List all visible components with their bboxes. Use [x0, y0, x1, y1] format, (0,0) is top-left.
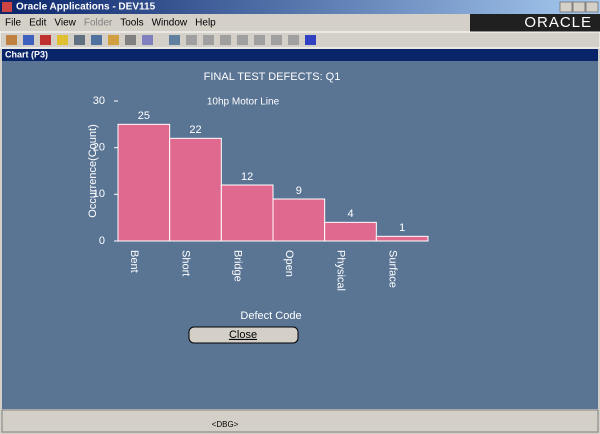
- menu-item[interactable]: Tools: [120, 18, 143, 29]
- maximize[interactable]: [572, 1, 586, 13]
- toolbar-icon[interactable]: [142, 35, 153, 45]
- bar: [117, 123, 171, 242]
- toolbar-icon[interactable]: [237, 35, 248, 45]
- chart-subtitle: 10hp Motor Line: [207, 97, 280, 108]
- toolbar-icon[interactable]: [254, 35, 265, 45]
- toolbar-icon[interactable]: [203, 35, 214, 45]
- menu-item[interactable]: View: [54, 18, 76, 29]
- toolbar-icon[interactable]: [57, 35, 68, 45]
- y-tick-label: 0: [99, 235, 105, 247]
- data-label: 12: [241, 171, 253, 183]
- x-tick-label: Surface: [386, 250, 398, 288]
- x-tick-label: Bent: [128, 250, 140, 273]
- bar: [375, 235, 429, 242]
- menu-item[interactable]: Window: [152, 18, 188, 29]
- toolbar-icon[interactable]: [220, 35, 231, 45]
- window-controls[interactable]: [559, 1, 599, 13]
- menu-item[interactable]: Edit: [29, 18, 46, 29]
- toolbar-icon[interactable]: [91, 35, 102, 45]
- status-text: <DBG>: [212, 420, 239, 429]
- bar: [272, 198, 326, 242]
- app-icon: [2, 2, 12, 12]
- toolbar-icon[interactable]: [186, 35, 197, 45]
- logo: ORACLE: [524, 14, 592, 31]
- title-bar: [0, 0, 600, 14]
- menu-item[interactable]: File: [5, 18, 22, 29]
- menu-item[interactable]: Help: [195, 18, 216, 29]
- bar: [220, 184, 274, 242]
- y-tick-label: 10: [93, 188, 105, 200]
- chart-window-title-bar: [2, 49, 598, 61]
- data-label: 4: [347, 208, 353, 220]
- data-label: 22: [189, 124, 201, 136]
- y-tick-label: 30: [93, 95, 105, 107]
- x-axis-label: Defect Code: [240, 310, 301, 322]
- plot: 0 10 20 30 25 Bent 22 Short 12 Bridge 9 Open 4 Physic…: [93, 95, 429, 291]
- data-label: 25: [138, 110, 150, 122]
- data-label: 1: [399, 222, 405, 234]
- toolbar: [0, 31, 600, 49]
- y-tick-label: 20: [93, 142, 105, 154]
- logo-bg: [470, 14, 600, 32]
- x-tick-label: Open: [283, 250, 295, 277]
- close-button-label[interactable]: Close: [229, 329, 257, 341]
- bar: [169, 137, 222, 242]
- toolbar-icon[interactable]: [271, 35, 282, 45]
- x-tick-label: Physical: [335, 250, 347, 291]
- x-tick-label: Short: [180, 250, 192, 276]
- data-label: 9: [296, 185, 302, 197]
- minimize[interactable]: [559, 1, 573, 13]
- x-tick-label: Bridge: [231, 250, 243, 282]
- toolbar-icons: [6, 35, 316, 45]
- window-title: Oracle Applications - DEV115: [16, 2, 156, 13]
- menu-item[interactable]: Folder: [84, 18, 113, 29]
- close-window[interactable]: [585, 1, 599, 13]
- status-bar: [1, 409, 599, 433]
- toolbar-icon[interactable]: [108, 35, 119, 45]
- toolbar-icon[interactable]: [40, 35, 51, 45]
- bar: [324, 221, 377, 242]
- toolbar-icon[interactable]: [305, 35, 316, 45]
- toolbar-icon[interactable]: [125, 35, 136, 45]
- y-axis-label: Occurrence(Count): [87, 124, 99, 218]
- chart-title: FINAL TEST DEFECTS: Q1: [204, 71, 341, 83]
- menu-bar: File Edit View Folder Tools Window Help: [5, 18, 216, 29]
- toolbar-icon[interactable]: [6, 35, 17, 45]
- toolbar-icon[interactable]: [288, 35, 299, 45]
- chart-window-title: Chart (P3): [5, 49, 48, 59]
- toolbar-icon[interactable]: [23, 35, 34, 45]
- toolbar-icon[interactable]: [74, 35, 85, 45]
- toolbar-icon[interactable]: [169, 35, 180, 45]
- close-button[interactable]: [188, 326, 299, 344]
